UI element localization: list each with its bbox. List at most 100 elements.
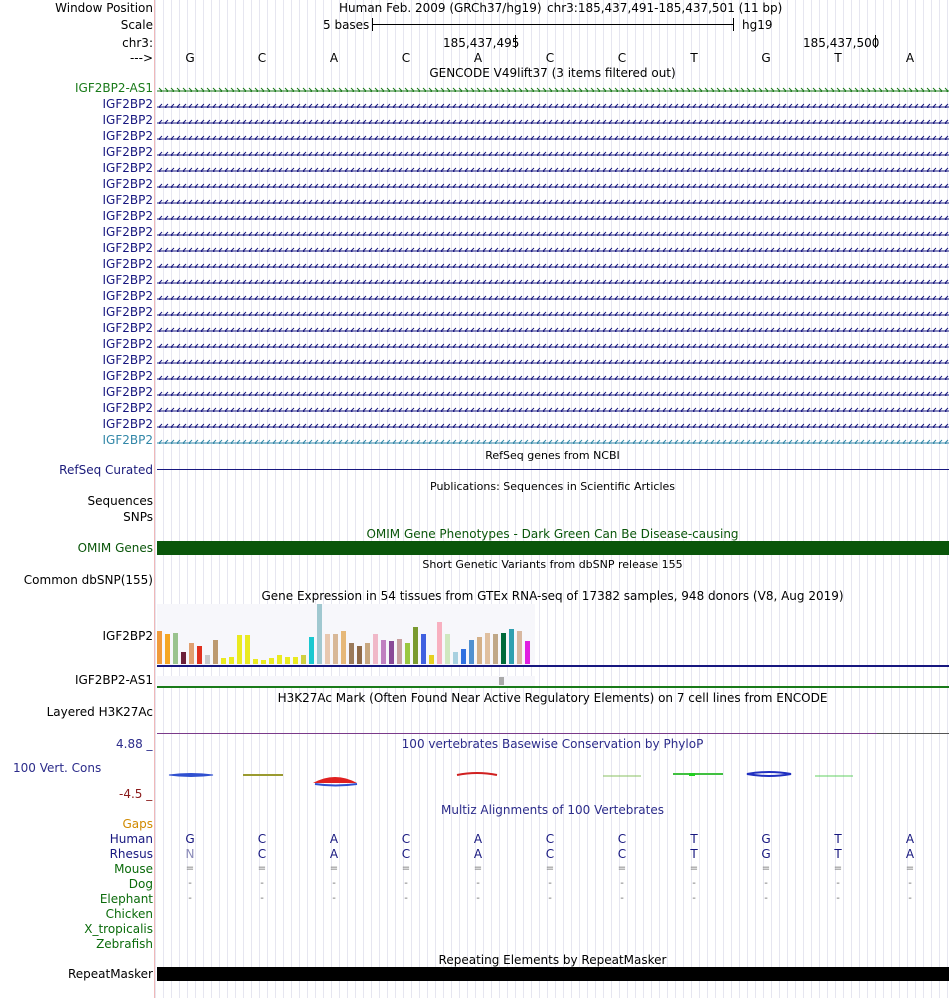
gencode-transcript-line[interactable] <box>157 324 949 332</box>
gtex-tissue-bar[interactable] <box>189 643 194 664</box>
gtex-tissue-bar[interactable] <box>181 652 186 664</box>
position-text[interactable]: chr3:185,437,491-185,437,501 (11 bp) <box>547 1 783 15</box>
gencode-transcript-row[interactable]: IGF2BP2 <box>0 160 950 176</box>
gtex-tissue-bar[interactable] <box>445 634 450 664</box>
gencode-transcript-row[interactable]: IGF2BP2 <box>0 304 950 320</box>
gtex-tissue-bar[interactable] <box>501 633 506 664</box>
gtex-tissue-bar[interactable] <box>341 631 346 664</box>
gtex-tissue-bar[interactable] <box>213 640 218 664</box>
repeatmasker-track-title[interactable]: Repeating Elements by RepeatMasker <box>438 953 667 967</box>
gtex-tissue-bar[interactable] <box>293 657 298 664</box>
gencode-transcript-line[interactable] <box>157 356 949 364</box>
gencode-transcript-row[interactable]: IGF2BP2 <box>0 112 950 128</box>
gencode-transcript-line[interactable] <box>157 228 949 236</box>
gencode-transcript-line[interactable] <box>157 372 949 380</box>
gencode-transcript-row[interactable]: IGF2BP2 <box>0 432 950 448</box>
gencode-transcript-label[interactable]: IGF2BP2-AS1 <box>74 81 153 95</box>
gencode-transcript-label[interactable]: IGF2BP2 <box>102 369 153 383</box>
gtex-tissue-bar[interactable] <box>389 641 394 664</box>
gtex-as1-line[interactable] <box>157 686 949 688</box>
multiz-species-label[interactable]: Mouse <box>114 862 153 876</box>
gencode-transcript-label[interactable]: IGF2BP2 <box>102 305 153 319</box>
gencode-transcript-line[interactable] <box>157 100 949 108</box>
gencode-transcript-row[interactable]: IGF2BP2 <box>0 208 950 224</box>
gencode-transcript-label[interactable]: IGF2BP2 <box>102 337 153 351</box>
gencode-transcript-label[interactable]: IGF2BP2 <box>102 417 153 431</box>
gtex-tissue-bar[interactable] <box>405 643 410 664</box>
publications-snps-label[interactable]: SNPs <box>123 510 153 524</box>
publications-track-title[interactable]: Publications: Sequences in Scientific Ar… <box>430 480 675 493</box>
gencode-transcript-row[interactable]: IGF2BP2 <box>0 176 950 192</box>
gencode-transcript-line[interactable] <box>157 276 949 284</box>
gtex-tissue-bar[interactable] <box>197 646 202 664</box>
gencode-transcript-line[interactable] <box>157 404 949 412</box>
gencode-transcript-line[interactable] <box>157 420 949 428</box>
gtex-tissue-bar[interactable] <box>221 658 226 664</box>
gtex-tissue-bar[interactable] <box>349 643 354 664</box>
publications-sequences-label[interactable]: Sequences <box>87 494 153 508</box>
dbsnp-track-label[interactable]: Common dbSNP(155) <box>23 573 153 587</box>
gtex-gene-label[interactable]: IGF2BP2 <box>102 629 153 643</box>
gencode-transcript-row[interactable]: IGF2BP2 <box>0 384 950 400</box>
gtex-tissue-bar[interactable] <box>261 660 266 664</box>
gencode-transcript-label[interactable]: IGF2BP2 <box>102 113 153 127</box>
gtex-tissue-bar[interactable] <box>317 604 322 664</box>
gtex-tissue-bar[interactable] <box>165 634 170 664</box>
gtex-tissue-bar[interactable] <box>381 640 386 664</box>
gtex-tissue-bar[interactable] <box>517 631 522 664</box>
multiz-track-title[interactable]: Multiz Alignments of 100 Vertebrates <box>440 803 665 817</box>
gencode-transcript-line[interactable] <box>157 292 949 300</box>
gencode-transcript-label[interactable]: IGF2BP2 <box>102 289 153 303</box>
gencode-transcript-line[interactable] <box>157 308 949 316</box>
gencode-transcript-row[interactable]: IGF2BP2 <box>0 240 950 256</box>
multiz-species-label[interactable]: X_tropicalis <box>84 922 153 936</box>
multiz-species-label[interactable]: Zebrafish <box>96 937 153 951</box>
gencode-transcript-label[interactable]: IGF2BP2 <box>102 209 153 223</box>
phylop-conservation-graph[interactable] <box>155 765 950 795</box>
gtex-tissue-bar[interactable] <box>413 627 418 664</box>
refseq-track-label[interactable]: RefSeq Curated <box>59 463 153 477</box>
gtex-tissue-bar[interactable] <box>157 631 162 664</box>
gencode-transcript-line[interactable] <box>157 340 949 348</box>
gencode-transcript-row[interactable]: IGF2BP2 <box>0 128 950 144</box>
gtex-tissue-bar[interactable] <box>437 622 442 664</box>
gtex-tissue-bar[interactable] <box>333 634 338 664</box>
omim-gene-bar[interactable] <box>157 541 949 555</box>
gencode-transcript-label[interactable]: IGF2BP2 <box>102 401 153 415</box>
gencode-transcript-line[interactable] <box>157 212 949 220</box>
gencode-transcript-label[interactable]: IGF2BP2 <box>102 385 153 399</box>
gencode-transcript-label[interactable]: IGF2BP2 <box>102 145 153 159</box>
dbsnp-track-title[interactable]: Short Genetic Variants from dbSNP releas… <box>422 558 683 571</box>
repeatmasker-track-label[interactable]: RepeatMasker <box>67 967 153 981</box>
h3k27ac-track-title[interactable]: H3K27Ac Mark (Often Found Near Active Re… <box>277 691 828 705</box>
gtex-as1-bar[interactable] <box>499 677 504 685</box>
gencode-transcript-row[interactable]: IGF2BP2 <box>0 352 950 368</box>
omim-track-label[interactable]: OMIM Genes <box>77 541 153 555</box>
gtex-tissue-bar[interactable] <box>509 629 514 664</box>
repeatmasker-block[interactable] <box>157 967 949 981</box>
gtex-tissue-bar[interactable] <box>525 641 530 664</box>
multiz-species-label[interactable]: Human <box>109 832 153 846</box>
gencode-transcript-line[interactable] <box>157 180 949 188</box>
gtex-tissue-bar[interactable] <box>453 652 458 664</box>
gencode-transcript-row[interactable]: IGF2BP2 <box>0 256 950 272</box>
gtex-tissue-bar[interactable] <box>205 655 210 664</box>
gtex-tissue-bar[interactable] <box>277 655 282 664</box>
gtex-tissue-bar[interactable] <box>301 655 306 664</box>
gencode-transcript-line[interactable] <box>157 164 949 172</box>
gencode-transcript-row[interactable]: IGF2BP2 <box>0 224 950 240</box>
gtex-tissue-bar[interactable] <box>253 659 258 664</box>
gencode-transcript-line[interactable] <box>157 244 949 252</box>
gencode-transcript-label[interactable]: IGF2BP2 <box>102 129 153 143</box>
gencode-transcript-label[interactable]: IGF2BP2 <box>102 433 153 447</box>
gencode-track-title[interactable]: GENCODE V49lift37 (3 items filtered out) <box>429 66 676 80</box>
gencode-transcript-label[interactable]: IGF2BP2 <box>102 177 153 191</box>
gencode-transcript-row[interactable]: IGF2BP2 <box>0 416 950 432</box>
gencode-transcript-row[interactable]: IGF2BP2 <box>0 96 950 112</box>
gtex-as1-label[interactable]: IGF2BP2-AS1 <box>74 673 153 687</box>
gencode-transcript-row[interactable]: IGF2BP2 <box>0 320 950 336</box>
multiz-species-label[interactable]: Chicken <box>105 907 153 921</box>
gencode-transcript-label[interactable]: IGF2BP2 <box>102 161 153 175</box>
gtex-tissue-bar[interactable] <box>173 633 178 664</box>
gencode-transcript-line[interactable] <box>157 388 949 396</box>
